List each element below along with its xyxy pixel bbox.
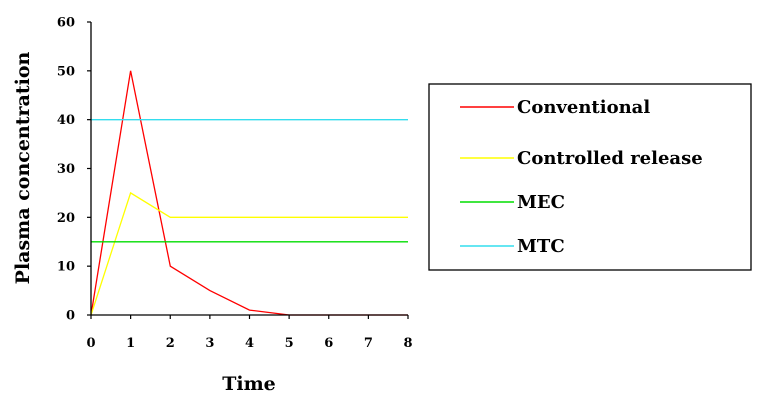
- series-line-conventional: [90, 70, 408, 316]
- y-tick-labels: 0 10 20 30 40 50 60: [57, 16, 75, 324]
- legend: Conventional Controlled release MEC MTC: [428, 83, 752, 271]
- legend-label-conventional: Conventional: [517, 97, 650, 118]
- x-tick-label: 1: [126, 336, 135, 351]
- x-axis-title: Time: [222, 373, 276, 395]
- y-axis-title: Plasma concentration: [12, 51, 34, 284]
- legend-box: [428, 83, 752, 271]
- axes: [87, 21, 409, 319]
- x-tick-label: 4: [245, 336, 254, 351]
- x-tick-label: 5: [285, 336, 294, 351]
- series-layer: [90, 70, 408, 316]
- y-tick-label: 20: [57, 211, 75, 226]
- y-tick-label: 60: [57, 16, 75, 31]
- y-tick-label: 30: [57, 162, 75, 177]
- x-tick-label: 6: [324, 336, 333, 351]
- x-tick-label: 2: [166, 336, 175, 351]
- x-tick-label: 7: [364, 336, 373, 351]
- legend-label-mtc: MTC: [517, 236, 565, 257]
- x-tick-label: 8: [403, 336, 412, 351]
- x-tick-label: 0: [86, 336, 95, 351]
- x-tick-labels: 0 1 2 3 4 5 6 7 8: [86, 336, 412, 351]
- y-tick-label: 10: [57, 260, 75, 275]
- y-tick-label: 0: [66, 309, 75, 324]
- legend-label-mec: MEC: [517, 192, 565, 213]
- series-line-controlled-release: [90, 191, 408, 316]
- legend-items: Conventional Controlled release MEC MTC: [460, 97, 703, 257]
- y-tick-label: 40: [57, 113, 75, 128]
- x-tick-label: 3: [205, 336, 214, 351]
- legend-label-controlled-release: Controlled release: [517, 148, 703, 169]
- y-tick-label: 50: [57, 64, 75, 79]
